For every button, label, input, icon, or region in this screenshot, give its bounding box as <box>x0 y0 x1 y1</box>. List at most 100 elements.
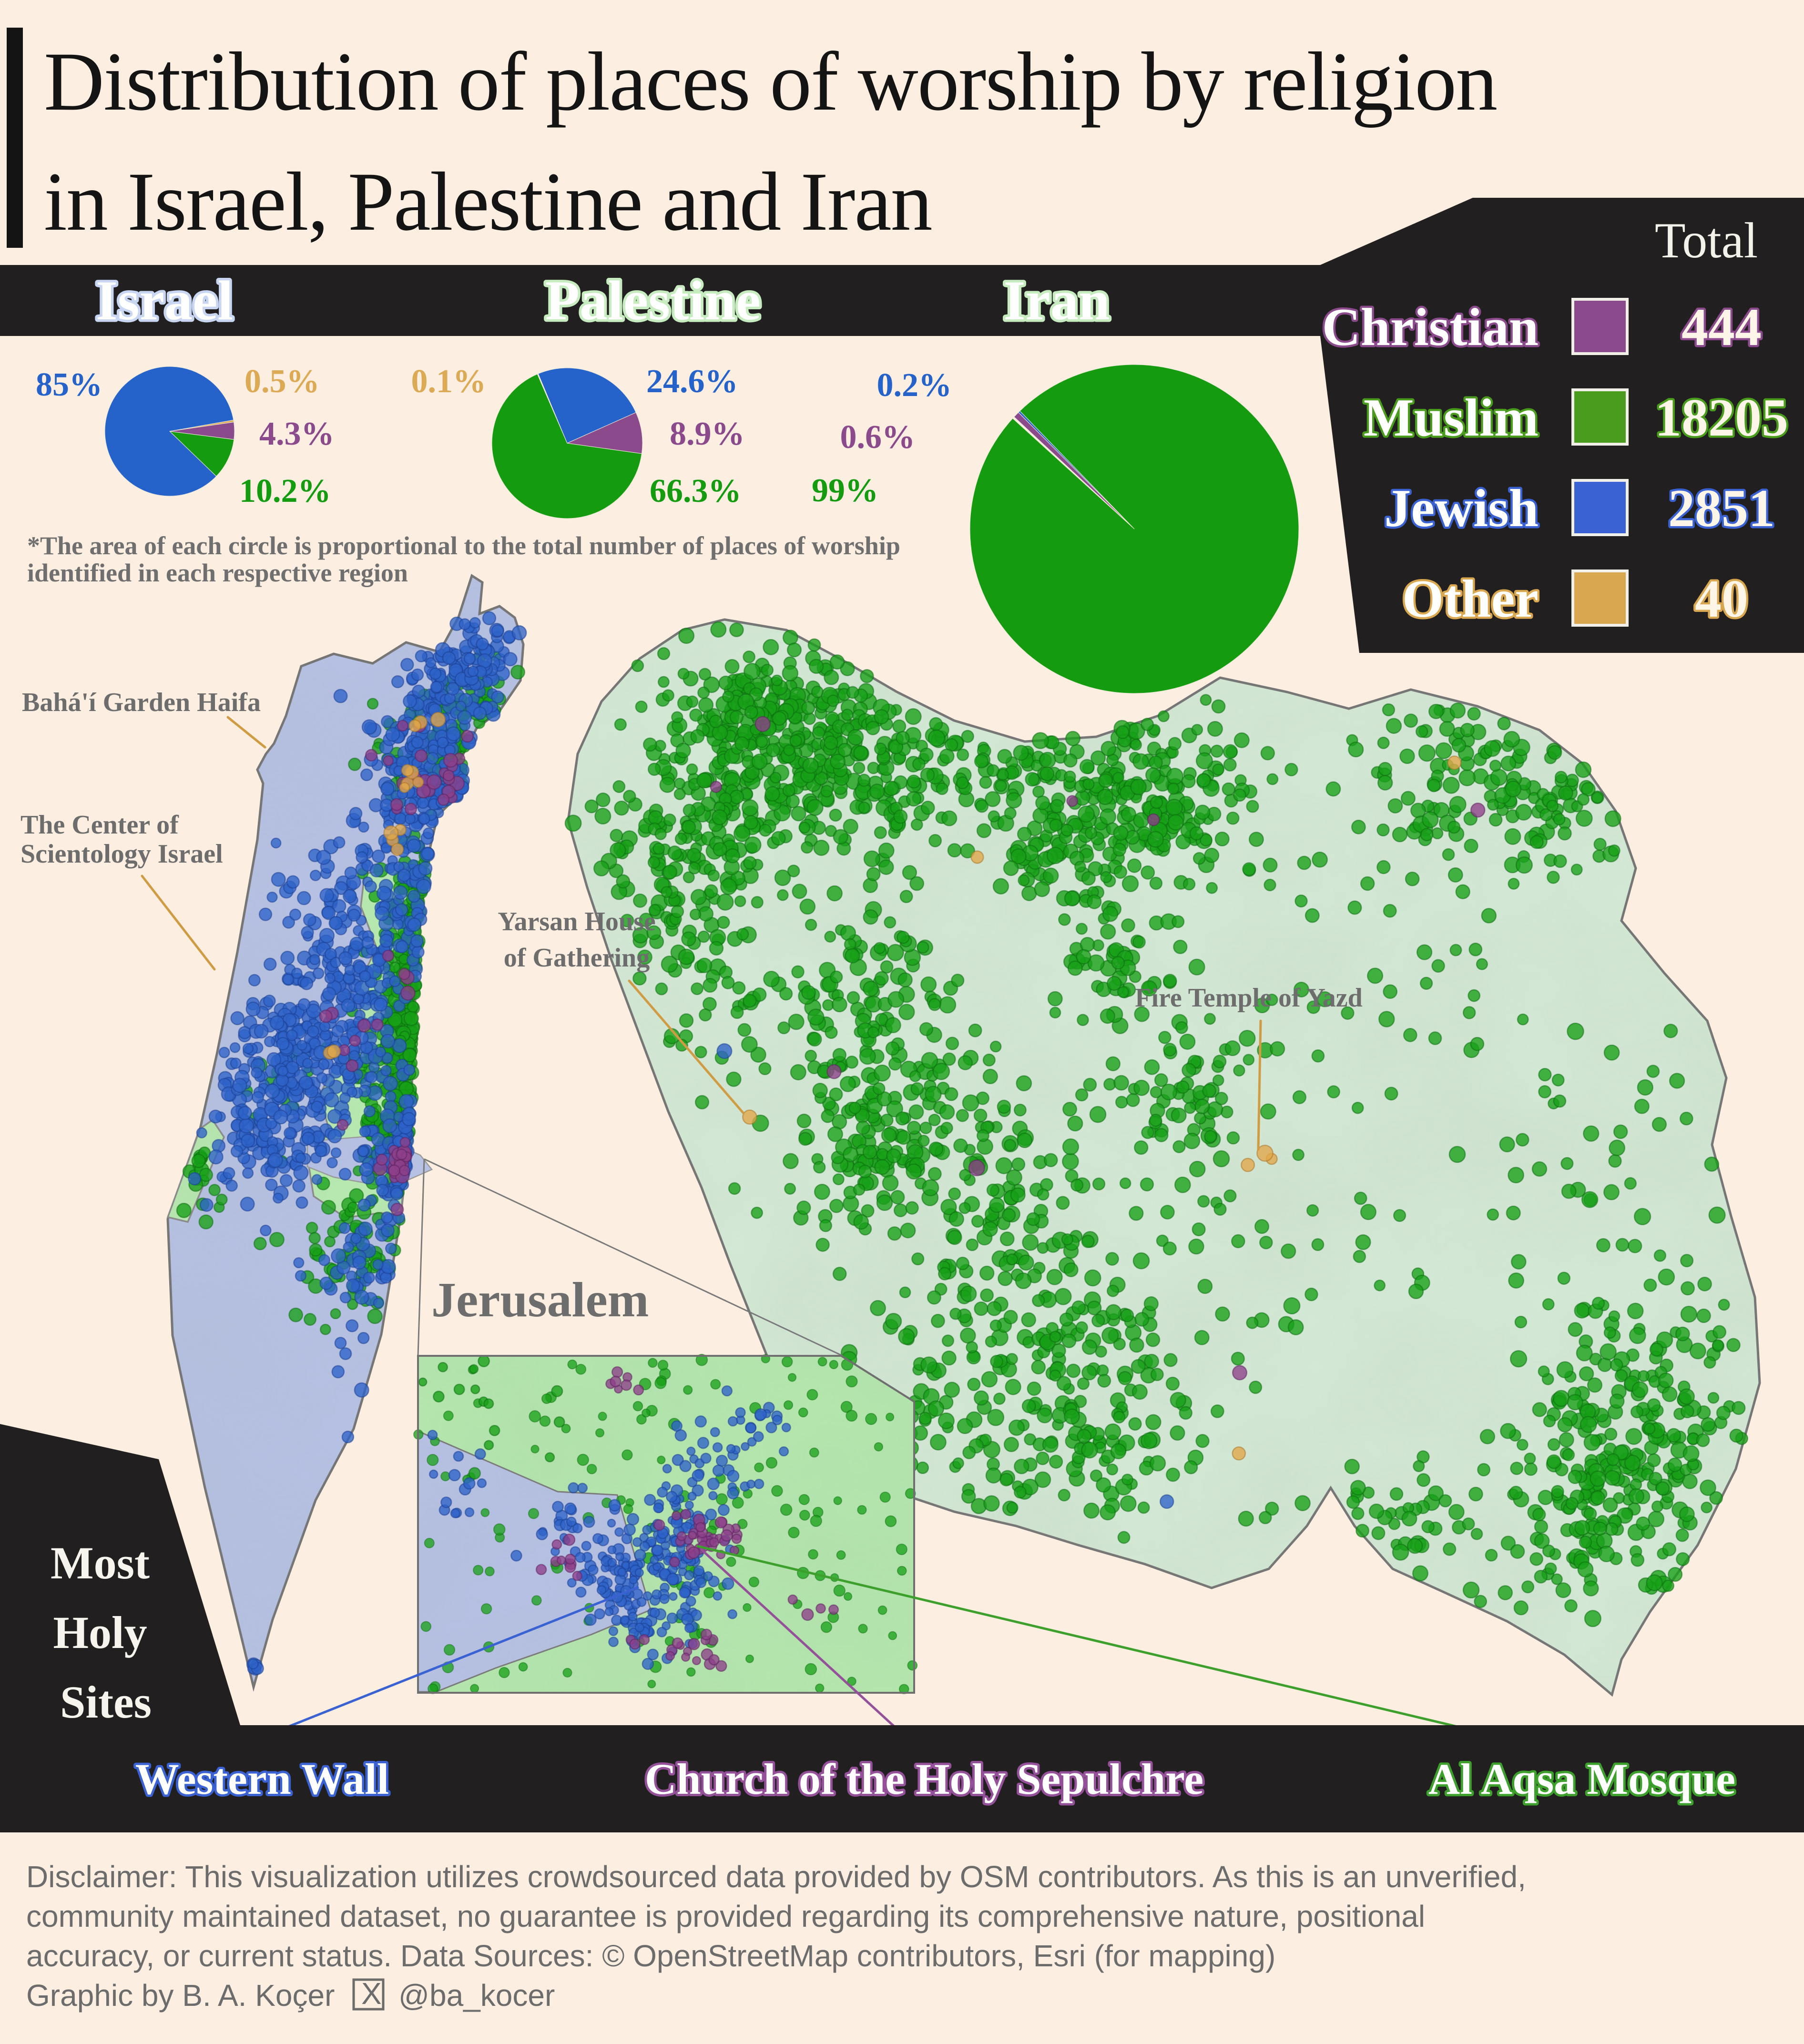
worship-dot <box>1574 1520 1590 1536</box>
pie-iran: 0.2%0.6%99% <box>812 364 1299 694</box>
worship-dot <box>929 1434 947 1451</box>
worship-dot <box>708 1491 718 1501</box>
worship-dot <box>694 1046 707 1058</box>
worship-dot <box>1150 795 1163 809</box>
worship-dot <box>302 1058 313 1069</box>
worship-dot <box>1066 1363 1081 1378</box>
worship-dot <box>1003 860 1019 876</box>
pie-slice-palestine-jewish <box>538 367 636 444</box>
worship-dot <box>1609 1393 1625 1409</box>
worship-dot <box>657 676 670 688</box>
worship-dot <box>343 889 357 904</box>
worship-dot <box>1089 1106 1107 1123</box>
worship-dot <box>316 850 331 865</box>
worship-dot <box>459 618 471 630</box>
worship-dot <box>712 809 728 825</box>
worship-dot <box>1561 1183 1577 1199</box>
worship-dot <box>1508 1272 1524 1289</box>
worship-dot <box>709 714 723 728</box>
worship-dot <box>1431 827 1444 840</box>
worship-dot <box>339 1347 352 1360</box>
worship-dot <box>844 1592 853 1601</box>
worship-dot <box>925 1086 942 1103</box>
worship-dot <box>1022 1234 1039 1251</box>
worship-dot <box>1144 1059 1160 1075</box>
worship-dot <box>1254 1219 1270 1234</box>
footnote-line1: *The area of each circle is proportional… <box>27 531 900 560</box>
worship-dot <box>1163 1353 1178 1367</box>
worship-dot <box>1062 1101 1077 1117</box>
worship-dot <box>1515 803 1532 821</box>
worship-dot <box>843 818 858 834</box>
worship-dot <box>728 1182 741 1195</box>
pie-label-iran-christian: 0.6% <box>840 419 916 456</box>
worship-dot <box>1481 908 1497 924</box>
page-title-line1: Distribution of places of worship by rel… <box>44 35 1497 128</box>
worship-dot <box>1449 702 1466 719</box>
worship-dot <box>704 884 718 898</box>
worship-dot <box>440 1496 452 1508</box>
worship-dot <box>1608 844 1621 857</box>
worship-dot <box>594 807 612 825</box>
worship-dot <box>1580 1416 1597 1433</box>
worship-dot <box>1294 894 1308 908</box>
worship-dot <box>806 1389 818 1401</box>
worship-dot <box>709 941 724 956</box>
worship-dot <box>639 913 653 927</box>
worship-dot <box>1105 1056 1121 1071</box>
worship-dot <box>1160 1205 1175 1220</box>
worship-dot <box>772 1414 783 1425</box>
worship-dot <box>722 690 734 703</box>
worship-dot <box>673 777 686 790</box>
worship-dot <box>761 663 774 677</box>
worship-dot <box>697 1437 710 1449</box>
worship-dot <box>315 1145 327 1158</box>
worship-dot <box>266 891 278 903</box>
worship-dot <box>812 1083 828 1098</box>
worship-dot <box>1081 1441 1098 1459</box>
worship-dot <box>1389 1487 1404 1501</box>
worship-dot <box>365 749 378 762</box>
worship-dot <box>1360 1204 1376 1220</box>
worship-dot <box>1144 1353 1160 1369</box>
worship-dot <box>1021 1312 1036 1328</box>
worship-dot <box>1404 713 1418 728</box>
worship-dot <box>604 1607 614 1617</box>
worship-dot <box>1392 1544 1409 1561</box>
worship-dot <box>1590 1490 1605 1505</box>
worship-dot <box>959 1169 971 1181</box>
worship-dot <box>1514 1315 1528 1329</box>
worship-dot <box>669 1592 678 1601</box>
worship-dot <box>1647 1453 1661 1467</box>
worship-dot <box>730 1006 744 1019</box>
worship-dot <box>857 773 871 787</box>
worship-dot <box>230 1145 244 1158</box>
worship-dot <box>920 801 935 815</box>
worship-dot <box>808 659 824 674</box>
worship-dot <box>1104 1423 1121 1440</box>
worship-dot <box>311 1100 323 1113</box>
worship-dot <box>1570 864 1583 876</box>
worship-dot <box>819 1219 832 1232</box>
worship-dot <box>1065 731 1081 746</box>
worship-dot <box>744 836 762 854</box>
worship-dot <box>973 1108 988 1122</box>
worship-dot <box>1165 1376 1180 1391</box>
worship-dot <box>296 1039 307 1051</box>
worship-dot <box>729 710 744 724</box>
worship-dot <box>644 1494 656 1506</box>
worship-dot <box>1213 1202 1227 1216</box>
worship-dot <box>1604 1427 1618 1441</box>
worship-dot <box>1232 1446 1246 1461</box>
worship-dot <box>788 1526 800 1539</box>
worship-dot <box>734 736 750 752</box>
worship-dot <box>783 1400 794 1410</box>
worship-dot <box>1002 1208 1016 1222</box>
worship-dot <box>594 1608 605 1620</box>
pie-slice-israel-jewish <box>104 366 234 497</box>
footnote-line2: identified in each respective region <box>27 559 408 587</box>
worship-dot <box>430 712 446 728</box>
worship-dot <box>1049 1369 1061 1382</box>
worship-dot <box>1081 871 1096 886</box>
worship-dot <box>1538 1365 1550 1378</box>
